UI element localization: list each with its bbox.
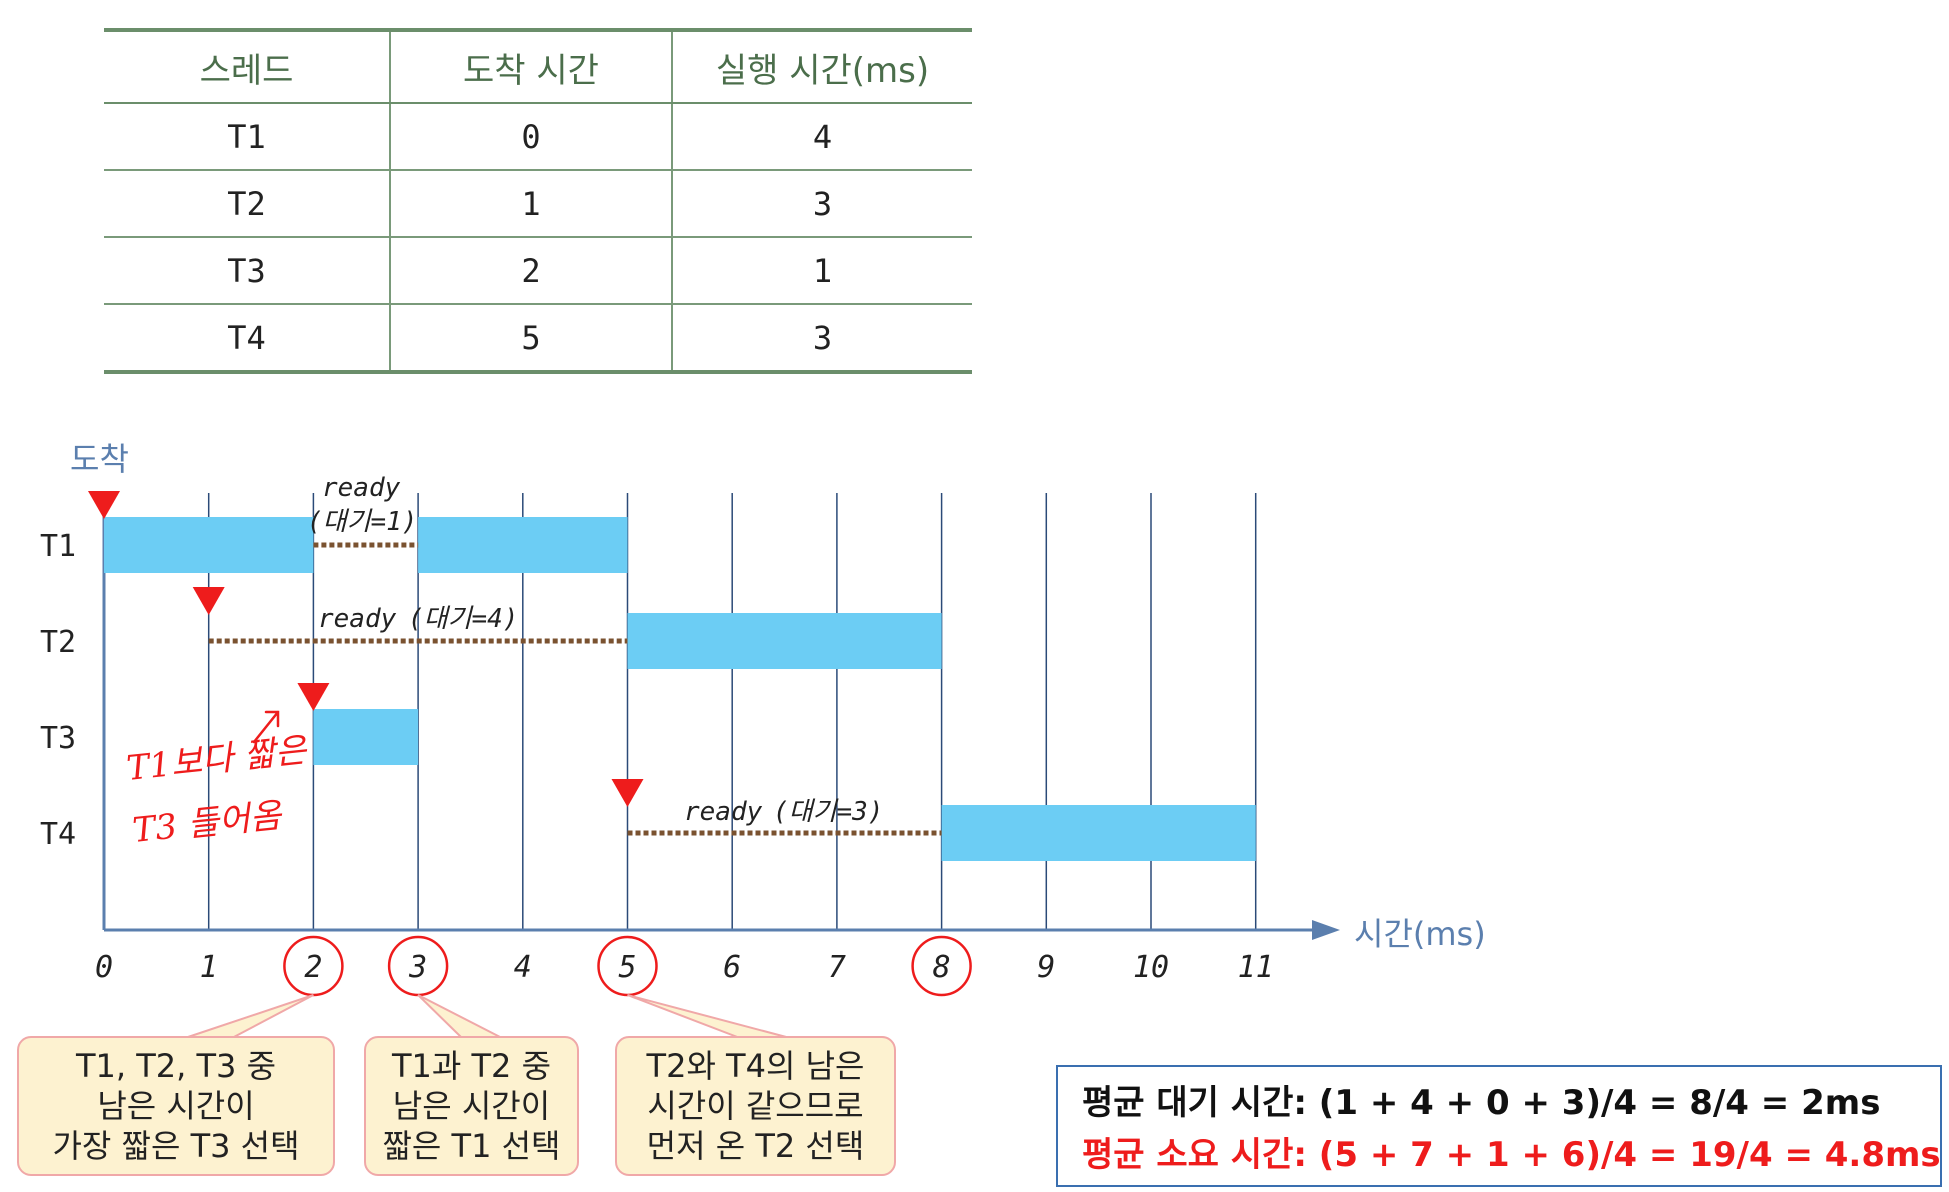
tick-label: 10 xyxy=(1133,950,1169,985)
cell-burst: 3 xyxy=(671,304,972,374)
header-arrival: 도착 시간 xyxy=(389,28,672,104)
tick-label: 11 xyxy=(1238,950,1274,985)
run-bar xyxy=(104,517,314,573)
callout-line: 가장 짧은 T3 선택 xyxy=(52,1127,300,1165)
callout-line: T1과 T2 중 xyxy=(391,1047,552,1085)
handwritten-note: T1보다 짧은 T3 들어옴 xyxy=(125,710,310,851)
handwritten-note-line2: T3 들어옴 xyxy=(131,795,285,851)
callout-pointer xyxy=(417,994,503,1039)
tick-label: 2 xyxy=(304,950,322,985)
run-bar xyxy=(313,709,419,765)
callout-tick-5: T2와 T4의 남은 시간이 같으므로 먼저 온 T2 선택 xyxy=(615,1036,896,1176)
run-bar xyxy=(941,805,1256,861)
callout-line: 짧은 T1 선택 xyxy=(382,1127,561,1165)
table-header-row: 스레드 도착 시간 실행 시간(ms) xyxy=(104,28,972,104)
cell-burst: 3 xyxy=(671,170,972,238)
cell-burst: 1 xyxy=(671,237,972,305)
time-axis-label: 시간(ms) xyxy=(1354,915,1486,953)
thread-label: T3 xyxy=(40,721,76,756)
average-turnaround-time: 평균 소요 시간: (5 + 7 + 1 + 6)/4 = 19/4 = 4.8… xyxy=(1082,1135,1941,1175)
handwritten-arrow-icon xyxy=(252,710,280,744)
arrival-label: 도착 xyxy=(70,440,129,478)
t4-ready-label: ready xyxy=(684,797,763,827)
cell-thread: T4 xyxy=(104,304,390,374)
highlight-circle xyxy=(911,935,972,997)
cell-thread: T2 xyxy=(104,170,390,238)
t4-wait-label: (대기=3) xyxy=(773,797,883,827)
run-bar xyxy=(418,517,628,573)
arrival-marker-icon xyxy=(192,587,225,615)
cell-thread: T1 xyxy=(104,103,390,171)
header-burst: 실행 시간(ms) xyxy=(671,28,972,104)
average-waiting-time: 평균 대기 시간: (1 + 4 + 0 + 3)/4 = 8/4 = 2ms xyxy=(1082,1083,1881,1123)
callout-line: 남은 시간이 xyxy=(392,1087,551,1125)
tick-label: 9 xyxy=(1037,950,1055,985)
thread-label: T1 xyxy=(40,529,76,564)
table-row: T2 1 3 xyxy=(104,170,972,238)
summary-box: 평균 대기 시간: (1 + 4 + 0 + 3)/4 = 8/4 = 2ms … xyxy=(1056,1065,1942,1187)
cell-arrival: 0 xyxy=(389,103,672,171)
arrival-marker-icon xyxy=(611,779,644,807)
run-bar xyxy=(627,613,942,669)
t1-wait-label: (대기=1) xyxy=(307,507,417,537)
cell-burst: 4 xyxy=(671,103,972,171)
tick-label: 8 xyxy=(933,950,951,985)
tick-label: 7 xyxy=(828,950,846,985)
callout-line: 시간이 같으므로 xyxy=(647,1087,864,1125)
axis-arrow-icon xyxy=(1312,920,1340,940)
callout-line: 남은 시간이 xyxy=(97,1087,255,1125)
table-row: T1 0 4 xyxy=(104,103,972,171)
tick-label: 4 xyxy=(514,950,532,985)
table-row: T4 5 3 xyxy=(104,304,972,374)
callout-pointer xyxy=(627,994,791,1039)
cell-thread: T3 xyxy=(104,237,390,305)
cell-arrival: 1 xyxy=(389,170,672,238)
thread-table: 스레드 도착 시간 실행 시간(ms) T1 0 4 T2 1 3 T3 2 1 xyxy=(104,28,972,374)
t1-ready-label: ready xyxy=(322,473,401,503)
callout-line: T1, T2, T3 중 xyxy=(75,1047,277,1085)
callout-tick-3: T1과 T2 중 남은 시간이 짧은 T1 선택 xyxy=(364,1036,579,1176)
arrival-marker-icon xyxy=(297,683,330,711)
thread-label: T2 xyxy=(40,625,76,660)
tick-label: 5 xyxy=(618,950,636,985)
cell-arrival: 2 xyxy=(389,237,672,305)
table-row: T3 2 1 xyxy=(104,237,972,305)
callout-line: 먼저 온 T2 선택 xyxy=(646,1127,865,1165)
t2-wait-label: (대기=4) xyxy=(408,604,518,634)
handwritten-note-line1: T1보다 짧은 xyxy=(125,730,310,789)
callout-tick-2: T1, T2, T3 중 남은 시간이 가장 짧은 T3 선택 xyxy=(17,1036,335,1176)
callout-line: T2와 T4의 남은 xyxy=(646,1047,865,1085)
tick-label: 3 xyxy=(408,950,427,985)
tick-label: 1 xyxy=(200,950,218,985)
arrival-marker-icon xyxy=(88,491,120,519)
header-thread: 스레드 xyxy=(104,28,390,104)
tick-label: 6 xyxy=(723,950,741,985)
tick-label: 0 xyxy=(95,950,113,985)
t2-ready-label: ready xyxy=(318,604,397,634)
cell-arrival: 5 xyxy=(389,304,672,374)
callout-pointer xyxy=(184,994,314,1039)
thread-label: T4 xyxy=(40,817,76,852)
